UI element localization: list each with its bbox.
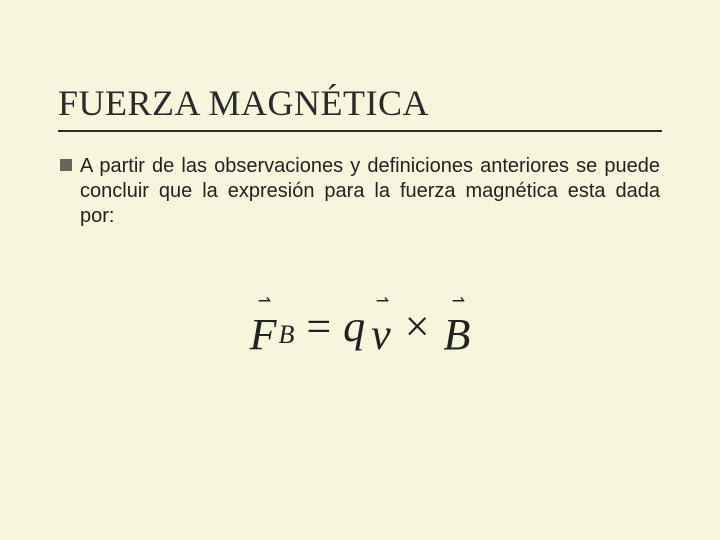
formula-B-vector: ⇀ B [444, 293, 471, 360]
slide-title: FUERZA MAGNÉTICA [58, 82, 662, 132]
vector-arrow-icon: ⇀ [452, 291, 462, 311]
body-container: A partir de las observaciones y definici… [0, 142, 720, 360]
vector-arrow-icon: ⇀ [258, 291, 268, 311]
title-container: FUERZA MAGNÉTICA [0, 0, 720, 142]
formula-q: q [343, 301, 365, 352]
formula-F-vector: ⇀ F [250, 293, 277, 360]
formula-container: ⇀ F B = q ⇀ v × ⇀ B [60, 293, 660, 360]
square-bullet-icon [60, 159, 72, 171]
bullet-item: A partir de las observaciones y definici… [60, 154, 660, 229]
formula-F: F [250, 310, 277, 359]
vector-arrow-icon: ⇀ [376, 291, 386, 311]
formula-cross: × [405, 301, 430, 352]
formula-F-subscript: B [278, 320, 294, 350]
formula-B: B [444, 310, 471, 359]
formula-equation: ⇀ F B = q ⇀ v × ⇀ B [250, 293, 471, 360]
slide: FUERZA MAGNÉTICA A partir de las observa… [0, 0, 720, 540]
formula-v: v [371, 310, 391, 359]
formula-v-vector: ⇀ v [371, 293, 391, 360]
bullet-text: A partir de las observaciones y definici… [80, 154, 660, 229]
formula-equals: = [306, 301, 331, 352]
